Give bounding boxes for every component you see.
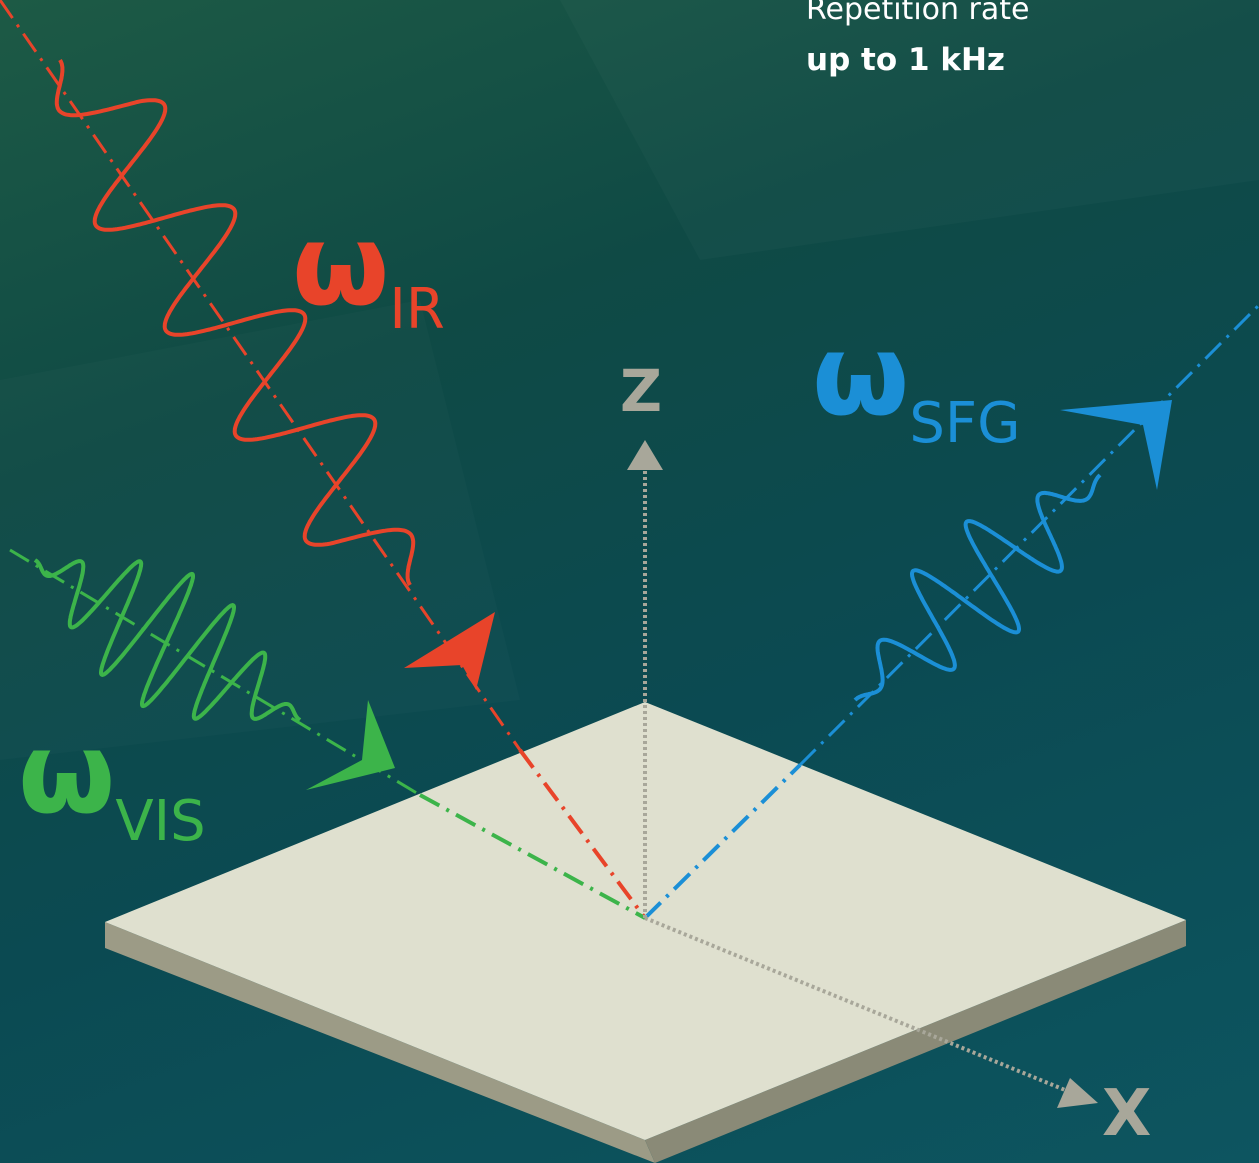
x-arrow-icon [1057,1078,1098,1108]
ir-label: ωIR [292,210,445,338]
vis-wave [33,558,302,722]
vis-beam [9,548,646,920]
x-axis [644,916,1066,1092]
vis-arrow-icon [306,700,395,790]
sample-side-right [645,920,1186,1163]
ir-subscript: IR [389,277,445,342]
sfg-omega: ω [812,311,910,441]
sfg-wave [853,473,1102,702]
ir-beam-axis-incident [518,748,647,920]
sfg-beam-axis-emitted [643,763,802,920]
ir-omega: ω [292,201,390,331]
sample-side-left [105,922,655,1163]
vis-label: ωVIS [18,718,206,850]
vis-omega: ω [18,709,116,839]
sfg-beam [643,303,1259,920]
z-axis-label: Z [620,357,663,425]
ir-arrow-icon [404,612,495,690]
sfg-beam-axis [798,303,1259,767]
sample-surface [105,702,1186,1140]
background-facet [560,0,1259,260]
sfg-subscript: SFG [909,391,1021,456]
repetition-rate-value: up to 1 kHz [806,42,1005,78]
sfg-label: ωSFG [812,320,1021,452]
sample-plate [105,702,1186,1163]
ir-wave [54,59,416,586]
vis-subscript: VIS [115,789,206,854]
vis-beam-axis-incident [419,793,646,920]
sfg-arrow-icon [1060,400,1172,490]
repetition-rate-caption: Repetition rate [806,0,1030,27]
coordinate-axes [627,440,1098,1108]
z-arrow-icon [627,440,663,470]
ir-beam-axis [0,0,522,751]
background-facet [0,300,520,760]
x-axis-label: X [1102,1077,1152,1151]
ir-beam [0,0,647,920]
